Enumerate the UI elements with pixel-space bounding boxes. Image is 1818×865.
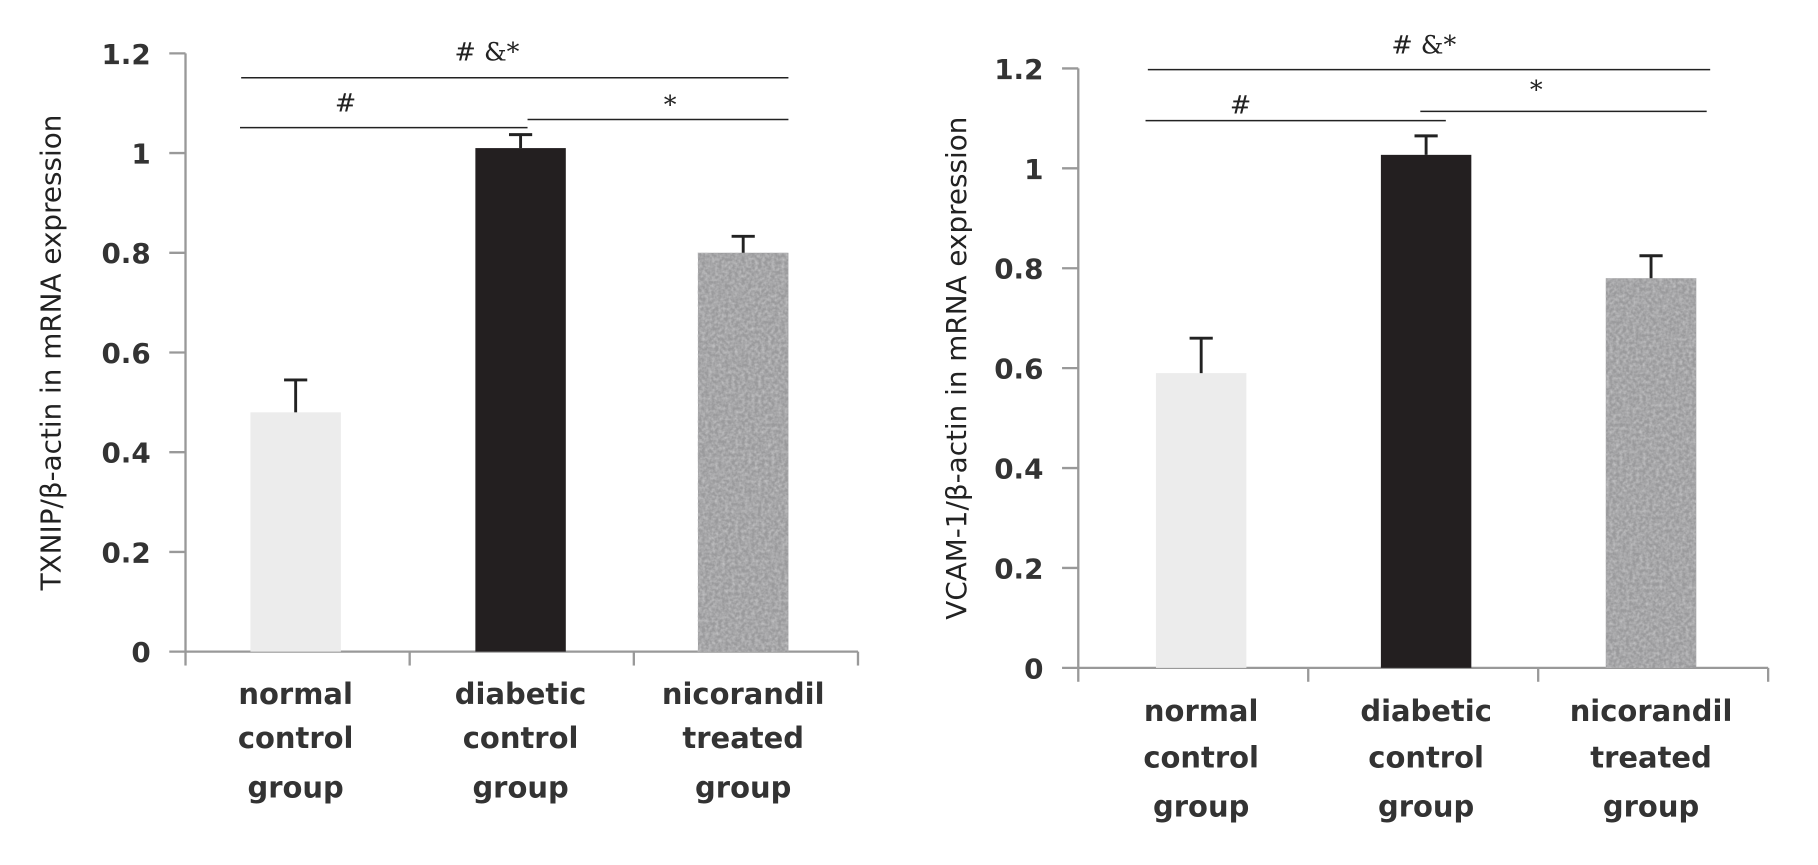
significance-label: # &*	[455, 37, 520, 67]
category-label: control	[1368, 741, 1484, 775]
y-axis-label: TXNIP/β-actin in mRNA expression	[34, 115, 67, 592]
significance-label: *	[1530, 76, 1543, 106]
category-label: diabetic	[1360, 694, 1492, 728]
bar	[1155, 373, 1247, 668]
bar	[1380, 154, 1472, 668]
category-label: normal	[1144, 694, 1258, 728]
y-tick-label: 1.2	[994, 53, 1043, 86]
y-tick-label: 1.2	[101, 38, 150, 71]
category-label: nicorandil	[662, 677, 825, 711]
vcam1-chart: 0 0.2 0.4 0.6 0.8 1 1.2 VCAM-1/β-actin in mRNA …	[940, 30, 1770, 823]
significance-label: #	[1230, 91, 1251, 121]
y-tick-label: 0.4	[101, 437, 150, 470]
category-label: treated	[682, 721, 804, 755]
category-label: group	[695, 771, 791, 805]
category-label: group	[248, 771, 344, 805]
category-label: control	[463, 721, 579, 755]
y-tick-label: 0.2	[101, 536, 150, 569]
y-tick-label: 0.8	[101, 237, 150, 270]
txnip-chart: 0 0.2 0.4 0.6 0.8 1 1.2 TXNIP/β-actin in mRNA e…	[34, 37, 860, 805]
bar-texture	[697, 252, 789, 652]
y-tick-label: 0.4	[994, 452, 1043, 485]
category-label: treated	[1590, 741, 1712, 775]
category-label: group	[472, 771, 568, 805]
category-label: group	[1378, 789, 1474, 823]
bar-texture	[1605, 278, 1697, 668]
category-label: group	[1153, 789, 1249, 823]
y-tick-label: 1	[1024, 153, 1043, 186]
category-label: control	[1143, 741, 1259, 775]
significance-label: #	[335, 88, 356, 118]
category-label: group	[1603, 789, 1699, 823]
category-label: normal	[238, 677, 352, 711]
significance-label: # &*	[1391, 30, 1456, 60]
y-tick-label: 0.8	[994, 253, 1043, 286]
y-tick-label: 0	[131, 636, 150, 669]
category-label: control	[238, 721, 354, 755]
y-tick-label: 0	[1024, 652, 1043, 685]
y-axis-label: VCAM-1/β-actin in mRNA expression	[940, 117, 973, 620]
y-tick-label: 0.6	[101, 337, 150, 370]
category-label: diabetic	[455, 677, 587, 711]
bar	[250, 412, 341, 652]
significance-label: *	[664, 91, 677, 121]
y-tick-label: 1	[131, 138, 150, 171]
category-label: nicorandil	[1570, 694, 1733, 728]
y-tick-label: 0.6	[994, 353, 1043, 386]
bar	[475, 148, 566, 652]
y-tick-label: 0.2	[994, 552, 1043, 585]
